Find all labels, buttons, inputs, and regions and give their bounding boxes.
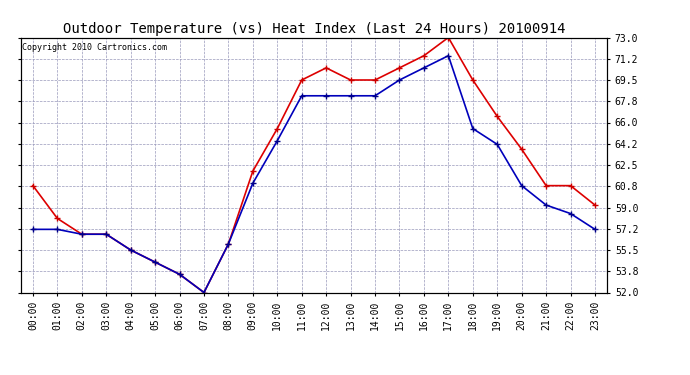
Text: Copyright 2010 Cartronics.com: Copyright 2010 Cartronics.com (22, 43, 167, 52)
Title: Outdoor Temperature (vs) Heat Index (Last 24 Hours) 20100914: Outdoor Temperature (vs) Heat Index (Las… (63, 22, 565, 36)
